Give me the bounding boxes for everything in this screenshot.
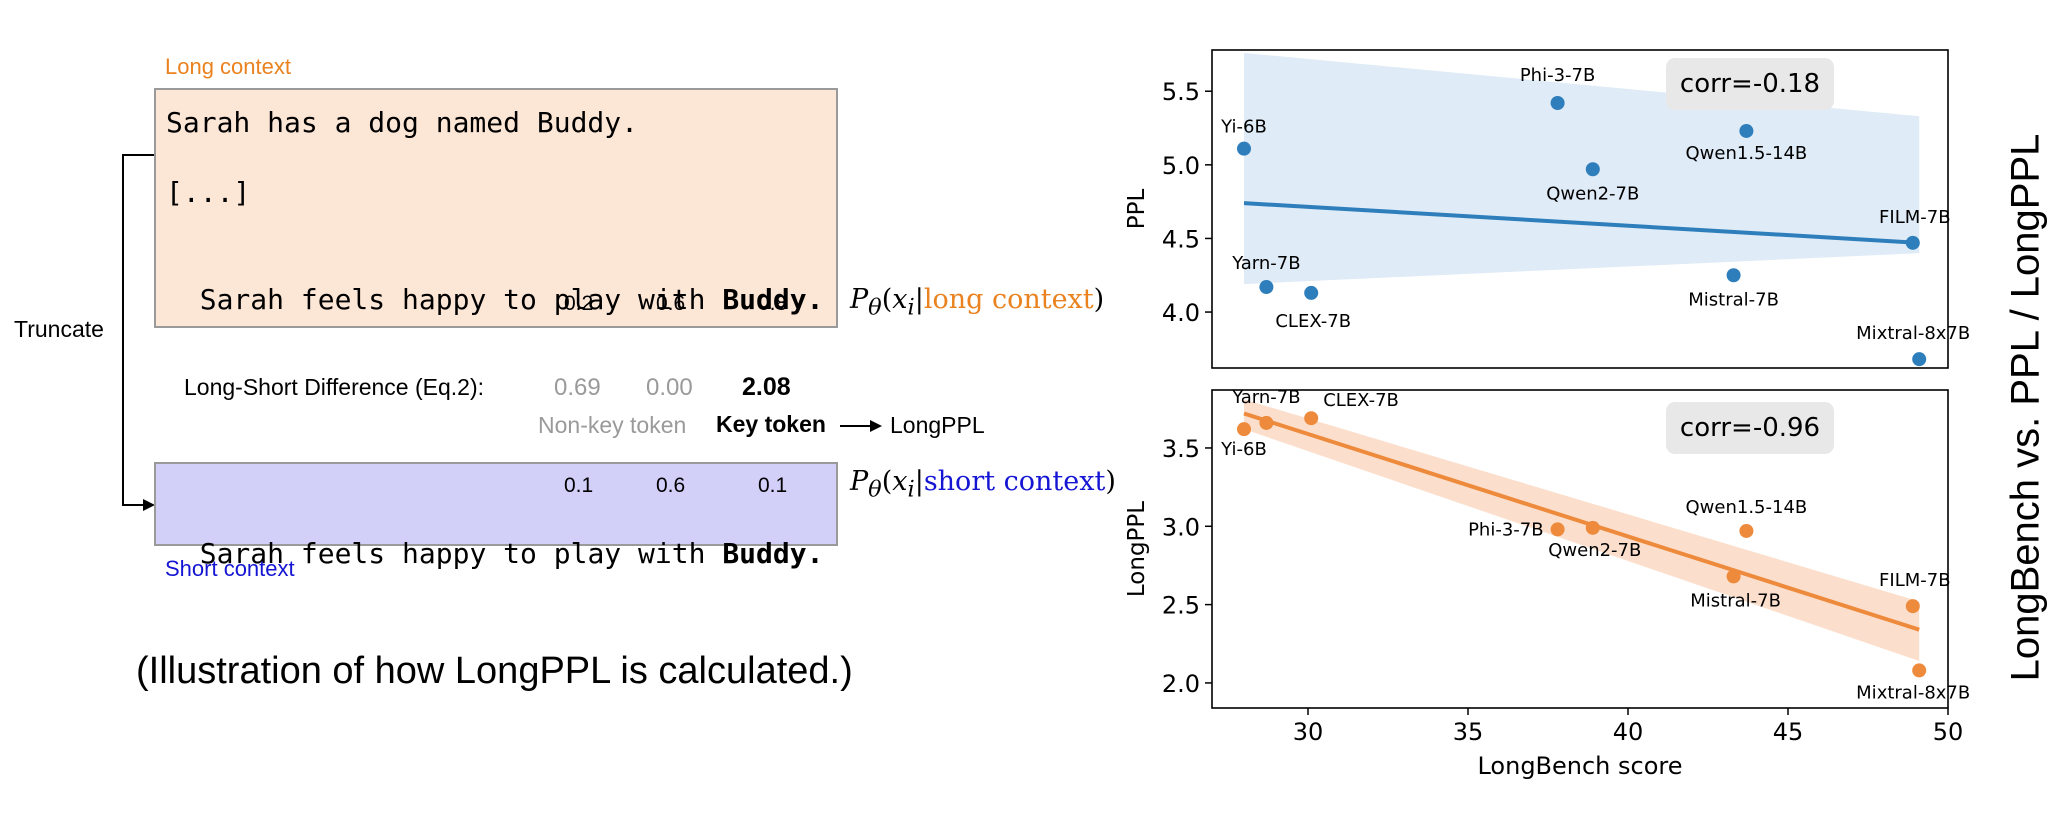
longppl-ytick-label: 3.0 [1162, 513, 1200, 541]
longppl-xtick-label: 40 [1613, 718, 1644, 746]
longppl-fit-line [1243, 411, 1920, 632]
longppl-point-label: Qwen2-7B [1548, 540, 1641, 561]
ppl-point [1585, 162, 1600, 177]
ppl-confidence-band [1244, 52, 1920, 285]
ppl-point-label: CLEX-7B [1275, 311, 1351, 332]
short-prob-2: 0.6 [656, 474, 686, 497]
short-key-word: Buddy. [722, 537, 824, 570]
longppl-ytick-label: 2.5 [1162, 592, 1200, 620]
long-prob-3: 0.8 [758, 292, 788, 315]
longppl-point [1259, 415, 1274, 430]
longppl-xtick-label: 35 [1453, 718, 1484, 746]
ppl-point-label: Yi-6B [1220, 117, 1267, 138]
ppl-corr-box [1666, 58, 1834, 110]
ppl-ytick-label: 4.5 [1162, 225, 1200, 253]
longppl-corr-label: corr=-0.96 [1680, 413, 1820, 443]
ppl-point-label: Mixtral-8x7B [1856, 323, 1970, 344]
ppl-point [1304, 285, 1319, 300]
ppl-point [1550, 96, 1565, 110]
ppl-point-label: Qwen1.5-14B [1686, 143, 1808, 164]
ppl-point-label: Yarn-7B [1231, 253, 1300, 274]
long-prob-1: 0.2 [564, 292, 594, 315]
longppl-point [1550, 522, 1565, 537]
longppl-point-label: CLEX-7B [1323, 390, 1399, 411]
longppl-xtick-label: 30 [1293, 718, 1324, 746]
long-line-1: Sarah has a dog named Buddy. [166, 106, 639, 139]
long-context-cond: long context [923, 284, 1094, 315]
longppl-point [1237, 422, 1251, 437]
longppl-confidence-band [1244, 399, 1920, 662]
longppl-point [1905, 599, 1920, 614]
ppl-point [1726, 268, 1741, 283]
short-line-text: Sarah feels happy to play with [199, 537, 706, 570]
ppl-ylabel: PPL [1124, 189, 1150, 230]
ppl-point-label: Phi-3-7B [1520, 65, 1596, 86]
long-prob-2: 0.6 [656, 292, 686, 315]
diff-label: Long-Short Difference (Eq.2): [184, 374, 485, 400]
ppl-axes-frame [1211, 49, 1949, 369]
side-title: LongBench vs. PPL / LongPPL [2003, 133, 2048, 681]
short-line: Sarah feels happy to play with Buddy. [166, 504, 824, 570]
ppl-point-label: FILM-7B [1879, 207, 1951, 228]
longppl-point [1304, 411, 1319, 426]
longppl-ytick-label: 3.5 [1162, 435, 1200, 463]
ppl-point [1905, 235, 1920, 250]
short-context-cond: short context [923, 466, 1106, 497]
truncate-arrow [122, 154, 155, 511]
long-line-3-text: Sarah feels happy to play with [199, 283, 706, 316]
longppl-point-label: Mixtral-8x7B [1856, 682, 1970, 703]
ppl-point [1259, 280, 1274, 295]
longppl-point [1739, 523, 1754, 538]
nonkey-token-label: Non-key token [538, 412, 687, 438]
diff-value-3: 2.08 [742, 373, 791, 401]
ppl-point [1739, 123, 1754, 138]
ppl-point [1912, 352, 1927, 367]
long-context-box [154, 88, 838, 328]
diff-value-1: 0.69 [554, 374, 601, 401]
longppl-ylabel: LongPPL [1124, 501, 1150, 597]
longppl-axes-frame [1211, 389, 1949, 709]
longppl-point-label: FILM-7B [1879, 570, 1951, 591]
ppl-point-label: Mistral-7B [1688, 289, 1779, 310]
ppl-ytick-label: 5.0 [1162, 152, 1200, 180]
longppl-point-label: Yarn-7B [1231, 387, 1300, 408]
ppl-ytick-label: 5.5 [1162, 78, 1200, 106]
ppl-corr-label: corr=-0.18 [1680, 69, 1820, 99]
short-prob-1: 0.1 [564, 474, 594, 497]
ppl-point-label: Qwen2-7B [1546, 183, 1639, 204]
longppl-point-label: Mistral-7B [1690, 590, 1781, 611]
diff-value-2: 0.00 [646, 374, 693, 401]
long-prob-formula: Pθ(xi|long context) [850, 284, 1105, 321]
short-prob-3: 0.1 [758, 474, 788, 497]
short-context-box [154, 462, 838, 546]
longppl-ytick-label: 2.0 [1162, 670, 1200, 698]
arrow-right-icon [840, 420, 882, 432]
longppl-xtick-label: 45 [1773, 718, 1804, 746]
ppl-ytick-label: 4.0 [1162, 299, 1200, 327]
short-context-label: Short context [165, 556, 295, 581]
longppl-point [1585, 520, 1600, 535]
ppl-point [1237, 141, 1251, 156]
truncate-label: Truncate [12, 316, 106, 343]
key-token-label: Key token [716, 411, 826, 437]
long-context-label: Long context [165, 54, 291, 79]
long-line-2: [...] [166, 176, 251, 209]
long-line-3: Sarah feels happy to play with Buddy. [166, 250, 824, 316]
longppl-xlabel: LongBench score [1477, 752, 1682, 780]
longppl-point [1726, 569, 1741, 584]
longppl-point-label: Yi-6B [1220, 439, 1267, 460]
longppl-point [1912, 663, 1927, 678]
ppl-fit-line [1243, 201, 1920, 245]
longppl-label: LongPPL [890, 412, 985, 438]
longppl-xtick-label: 50 [1933, 718, 1964, 746]
caption: (Illustration of how LongPPL is calculat… [136, 650, 853, 692]
longppl-corr-box [1666, 402, 1834, 454]
long-key-word: Buddy. [722, 283, 824, 316]
short-prob-formula: Pθ(xi|short context) [850, 466, 1116, 503]
longppl-point-label: Qwen1.5-14B [1686, 497, 1808, 518]
longppl-point-label: Phi-3-7B [1468, 519, 1544, 540]
